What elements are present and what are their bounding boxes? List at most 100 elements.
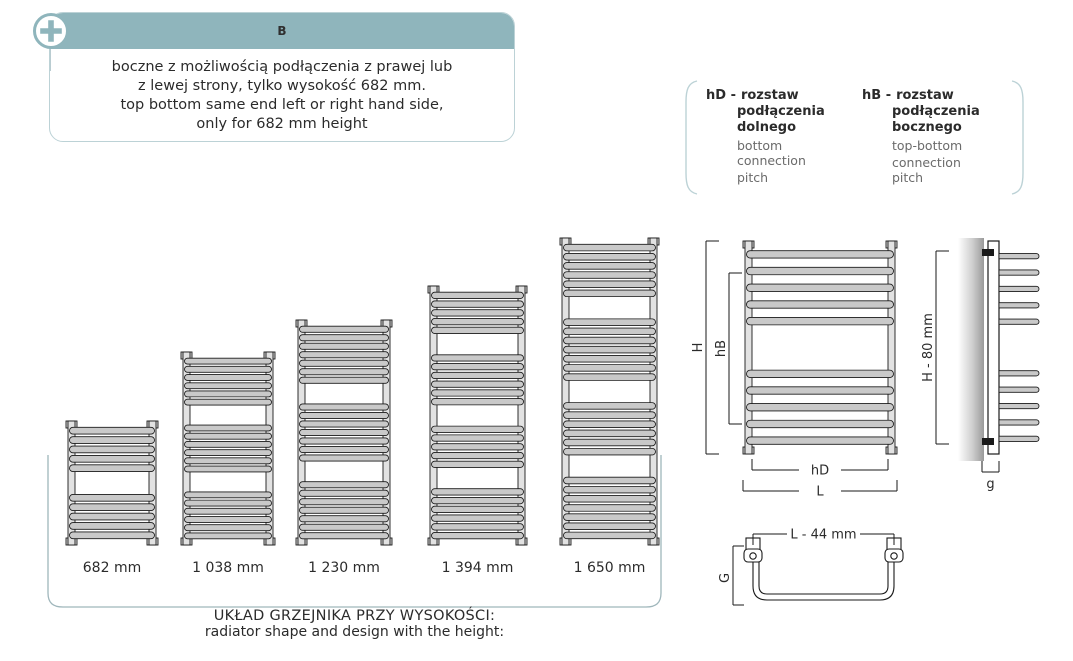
radiator-rung [299, 334, 389, 342]
radiator-size-label-1650: 1 650 mm [574, 560, 646, 576]
radiator-rung [184, 465, 272, 473]
radiator-rung [184, 457, 272, 465]
radiator-rung [299, 506, 389, 514]
side-view-rung [998, 318, 1040, 325]
legend-key-hb: hB - [862, 88, 892, 103]
legend-item-hd: hD - rozstaw podłączenia dolnego bottom … [706, 88, 834, 185]
radiator-rung [563, 513, 656, 521]
radiator-rung [563, 336, 656, 345]
info-card-body: boczne z możliwością podłączenia z prawe… [50, 49, 514, 143]
side-view-bracket-top [982, 249, 994, 256]
radiator-rung [299, 515, 389, 523]
radiator-rung [299, 420, 389, 428]
radiator-rung [431, 398, 524, 406]
legend-item-hb: hB - rozstaw podłączenia bocznego top-bo… [862, 88, 990, 185]
info-card-b: B boczne z możliwością podłączenia z pra… [49, 12, 515, 142]
radiator-rung [69, 512, 155, 521]
legend-hd-pl-2: podłączenia [737, 104, 825, 119]
dim-label-h80: H - 80 mm [921, 313, 936, 382]
radiator-rung [563, 485, 656, 494]
radiator-rung [69, 436, 155, 444]
side-view-rung [998, 302, 1040, 309]
radiator-post-left [429, 285, 438, 546]
radiator-rung [746, 283, 894, 292]
dim-label-g: g [986, 477, 994, 492]
radiator-1650 [559, 237, 660, 546]
side-view-rung [998, 253, 1040, 260]
radiator-rung [299, 498, 389, 506]
dim-label-hd: hD [811, 464, 829, 479]
side-view-rung [998, 285, 1040, 292]
radiator-rung [184, 441, 272, 448]
badge-connector-line [50, 49, 51, 71]
radiator-size-label-682: 682 mm [83, 560, 141, 576]
radiator-rung [184, 365, 272, 373]
detail-tube-inner [758, 556, 889, 595]
radiator-post-right [649, 237, 658, 546]
radiator-rung [563, 476, 656, 485]
radiator-rung [431, 300, 524, 308]
range-bracket [47, 455, 662, 608]
radiator-rung [69, 445, 155, 454]
radiator-rung [299, 342, 389, 350]
radiator-rung [563, 243, 656, 252]
radiator-rung [563, 327, 656, 336]
radiator-rung [563, 411, 656, 419]
radiator-rung [746, 300, 894, 309]
radiator-rung [299, 325, 389, 333]
range-caption-pl: UKŁAD GRZEJNIKA PRZY WYSOKOŚCI: [213, 608, 496, 624]
detail-fitting-left-port [749, 552, 757, 560]
legend-hb-pl-2: podłączenia [892, 104, 980, 119]
radiator-rung [563, 253, 656, 261]
radiator-post-right [148, 420, 157, 546]
radiator-rung [184, 432, 272, 440]
radiator-rung [184, 507, 272, 515]
legend-hd-pl-1: rozstaw [740, 88, 799, 103]
radiator-1394 [427, 285, 528, 546]
dim-label-l44: L - 44 mm [790, 528, 856, 543]
radiator-post-left [67, 420, 76, 546]
radiator-rung [431, 460, 524, 468]
radiator-rung [299, 412, 389, 419]
legend-hb-en-1: top-bottom [892, 138, 963, 153]
radiator-rung [563, 402, 656, 410]
radiator-rung [563, 504, 656, 512]
radiator-rung [184, 449, 272, 456]
radiator-rung [431, 434, 524, 442]
radiator-rung [563, 429, 656, 438]
dim-label-h: H [691, 343, 706, 353]
radiator-rung [431, 389, 524, 397]
radiator-rung [431, 532, 524, 540]
radiator-rung [431, 371, 524, 380]
radiator-rung [563, 318, 656, 326]
radiator-post-left [744, 240, 753, 455]
legend-key-hd: hD - [706, 88, 736, 103]
radiator-post-left [182, 351, 191, 546]
radiator-rung [431, 425, 524, 433]
info-card-line-4: only for 682 mm height [196, 116, 368, 132]
dim-label-hb: hB [714, 340, 729, 357]
side-view-rung [998, 269, 1040, 276]
radiator-post-left [561, 237, 570, 546]
radiator-rung [299, 437, 389, 445]
legend-hd-en-1: bottom connection [737, 138, 806, 168]
radiator-rung [69, 522, 155, 530]
radiator-rung [184, 374, 272, 381]
radiator-rung [563, 262, 656, 270]
radiator-rung [563, 531, 656, 540]
radiator-rung [184, 357, 272, 365]
radiator-rung [299, 532, 389, 540]
radiator-rung [431, 497, 524, 505]
legend-hb-pl-3: bocznego [892, 120, 962, 135]
radiator-post-right [887, 240, 896, 455]
radiator-rung [431, 291, 524, 299]
info-card-line-2: z lewej strony, tylko wysokość 682 mm. [138, 78, 426, 94]
plus-icon[interactable] [33, 13, 69, 49]
radiator-rung [299, 368, 389, 376]
front-view-radiator [742, 240, 898, 455]
radiator-rung [69, 531, 155, 540]
radiator-rung [69, 493, 155, 502]
radiator-rung [184, 390, 272, 398]
radiator-rung [563, 373, 656, 381]
